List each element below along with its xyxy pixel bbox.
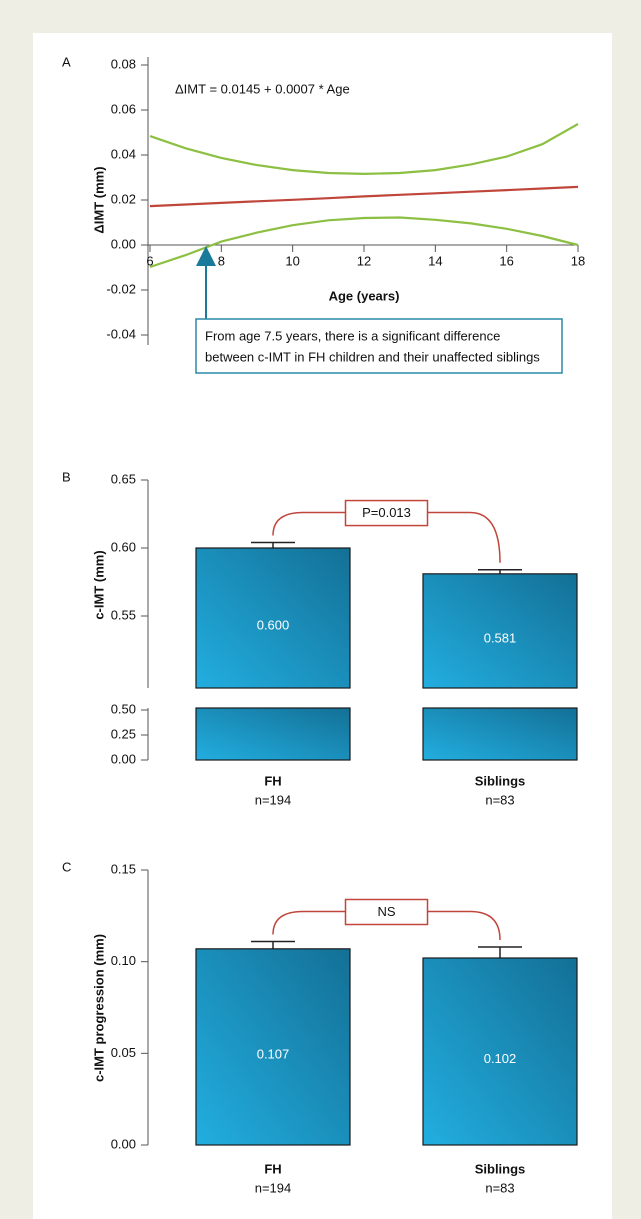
x-tick-label: 10 [285,253,299,268]
comparison-box [344,898,429,926]
line-series [149,185,579,208]
comparison-label: P=0.013 [362,505,411,520]
y-tick-label: 0.15 [111,861,136,876]
x-tick-label: 16 [499,253,513,268]
bar [195,547,351,689]
line-series [149,216,579,269]
category-label: Siblings [475,773,526,788]
bar-lower [422,707,578,761]
y-tick-label: 0.02 [111,191,136,206]
value-label: 0.107 [257,1046,290,1061]
y-tick-label: 0.04 [111,146,136,161]
y-tick-label: -0.02 [106,281,136,296]
bar [195,948,351,1146]
y-tick-label: 0.08 [111,56,136,71]
x-tick-label: 12 [357,253,371,268]
y-tick-label: 0.00 [111,236,136,251]
y-tick-label: 0.10 [111,953,136,968]
panel-label: A [62,54,71,69]
y-tick-label: 0.25 [111,726,136,741]
y-tick-label: 0.65 [111,471,136,486]
y-axis-label: ΔIMT (mm) [91,166,106,233]
comparison-box [344,499,429,527]
y-tick-label: 0.06 [111,101,136,116]
sample-size: n=83 [485,792,514,807]
category-label: Siblings [475,1161,526,1176]
x-tick-label: 6 [146,253,153,268]
value-label: 0.102 [484,1051,517,1066]
sample-size: n=83 [485,1180,514,1195]
bar [422,573,578,689]
line-series [149,123,579,176]
sample-size: n=194 [255,792,292,807]
x-tick-label: 18 [571,253,585,268]
y-tick-label: 0.50 [111,701,136,716]
x-tick-label: 8 [218,253,225,268]
bar-lower [195,707,351,761]
equation: ΔIMT = 0.0145 + 0.0007 * Age [175,81,350,96]
panel-label: C [62,859,71,874]
sample-size: n=194 [255,1180,292,1195]
x-tick-label: 14 [428,253,442,268]
y-axis-label: c-IMT progression (mm) [91,934,106,1082]
x-axis-label: Age (years) [329,288,400,303]
annotation-text: From age 7.5 years, there is a significa… [205,328,500,343]
y-tick-label: 0.60 [111,539,136,554]
category-label: FH [264,1161,281,1176]
y-tick-label: 0.55 [111,607,136,622]
comparison-bracket [272,910,501,941]
value-label: 0.581 [484,630,517,645]
y-tick-label: 0.00 [111,751,136,766]
panel-label: B [62,469,71,484]
y-tick-label: -0.04 [106,326,136,341]
value-label: 0.600 [257,617,290,632]
y-tick-label: 0.05 [111,1045,136,1060]
y-axis-label: c-IMT (mm) [91,550,106,619]
category-label: FH [264,773,281,788]
y-tick-label: 0.00 [111,1136,136,1151]
annotation-text: between c-IMT in FH children and their u… [205,349,540,364]
comparison-bracket [272,511,501,563]
bar [422,957,578,1146]
annotation-box [195,318,563,374]
comparison-label: NS [377,904,395,919]
